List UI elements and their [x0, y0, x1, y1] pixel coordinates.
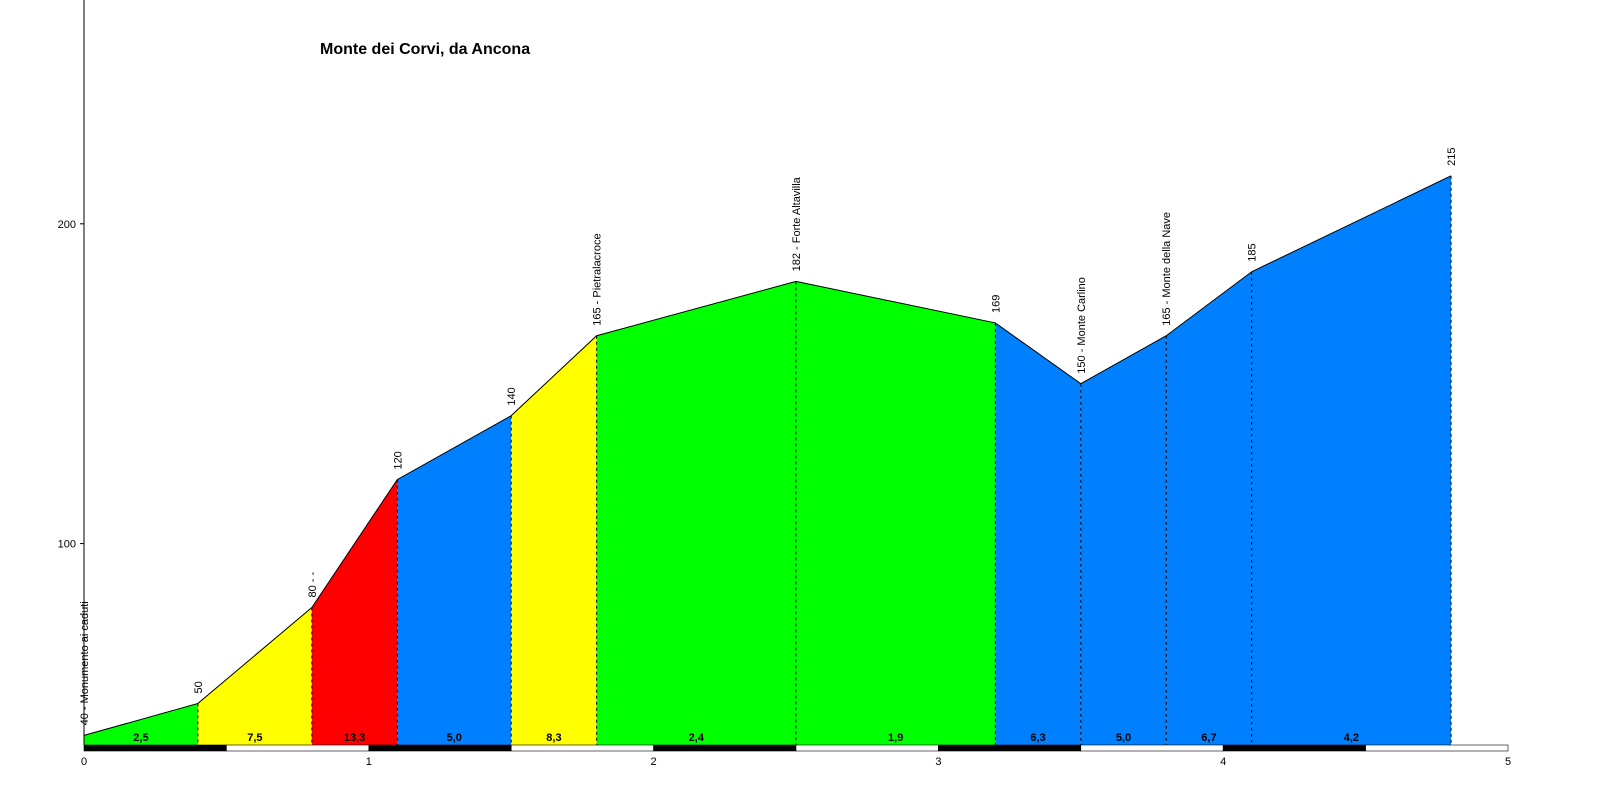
point-label: 150 - Monte Carlino: [1076, 277, 1088, 374]
scale-bar-block: [226, 744, 370, 752]
segment-dividers: [197, 175, 1452, 745]
gradient-label: 6,7: [1201, 732, 1216, 744]
segment-area-3: [311, 479, 398, 745]
gradient-label: 5,0: [1116, 732, 1131, 744]
gradient-labels: 2,5 7,5 13,3 5,0 8,3 2,4 1,9 6,3 5,0 6,7 4,2: [133, 732, 1359, 744]
gradient-label: 1,9: [888, 732, 903, 744]
point-label: 165 - Pietralacroce: [592, 233, 604, 325]
segment-area-11: [1251, 175, 1452, 745]
scale-bar-block: [1080, 744, 1224, 752]
distance-scale-bar: [83, 744, 1509, 752]
y-tick-label: 100: [58, 539, 76, 551]
point-label: 140: [506, 387, 518, 405]
gradient-label: 4,2: [1344, 732, 1359, 744]
gradient-label: 7,5: [247, 732, 262, 744]
tick-labels: 0 1 2 3 4 5 100 200: [58, 219, 1511, 768]
x-tick-label: 1: [366, 756, 372, 768]
point-label: 169: [990, 295, 1002, 313]
point-labels: 40 - Monumento ai caduti 50 80 - - 120 140 16…: [79, 147, 1458, 725]
point-label: 215: [1446, 147, 1458, 165]
segment-area-2: [197, 607, 312, 745]
scale-bar-block: [938, 744, 1082, 752]
segment-area-8: [995, 322, 1081, 745]
scale-bar-block: [83, 744, 227, 752]
axes: [80, 0, 85, 745]
gradient-label: 6,3: [1030, 732, 1045, 744]
profile-line: [83, 175, 1452, 736]
scale-bar-block: [653, 744, 797, 752]
segment-area-10: [1166, 271, 1252, 745]
gradient-segments: [84, 175, 1452, 745]
segment-area-6: [596, 281, 796, 745]
x-tick-label: 0: [81, 756, 87, 768]
segment-area-4: [397, 415, 512, 745]
x-tick-label: 2: [651, 756, 657, 768]
scale-bar-block: [1365, 744, 1509, 752]
scale-bar-block: [795, 744, 939, 752]
chart-title: Monte dei Corvi, da Ancona: [320, 41, 530, 58]
gradient-label: 2,5: [133, 732, 148, 744]
scale-bar-block: [368, 744, 512, 752]
gradient-label: 8,3: [546, 732, 561, 744]
x-tick-label: 4: [1220, 756, 1226, 768]
point-label: 120: [392, 451, 404, 469]
segment-area-1: [84, 703, 198, 745]
point-label: 165 - Monte della Nave: [1161, 212, 1173, 326]
point-label: 40 - Monumento ai caduti: [79, 601, 91, 725]
segment-area-5: [511, 335, 597, 745]
scale-bar-block: [1222, 744, 1366, 752]
point-label: 182 - Forte Altavilla: [791, 176, 803, 271]
x-tick-label: 3: [935, 756, 941, 768]
x-tick-label: 5: [1505, 756, 1511, 768]
gradient-label: 13,3: [344, 732, 365, 744]
gradient-label: 5,0: [447, 732, 462, 744]
point-label: 80 - -: [307, 572, 319, 598]
gradient-label: 2,4: [689, 732, 705, 744]
scale-bar-block: [510, 744, 654, 752]
segment-area-9: [1080, 335, 1167, 745]
point-label: 185: [1247, 243, 1259, 261]
point-label: 50: [193, 681, 205, 693]
y-tick-label: 200: [58, 219, 76, 231]
segment-area-7: [796, 281, 996, 745]
